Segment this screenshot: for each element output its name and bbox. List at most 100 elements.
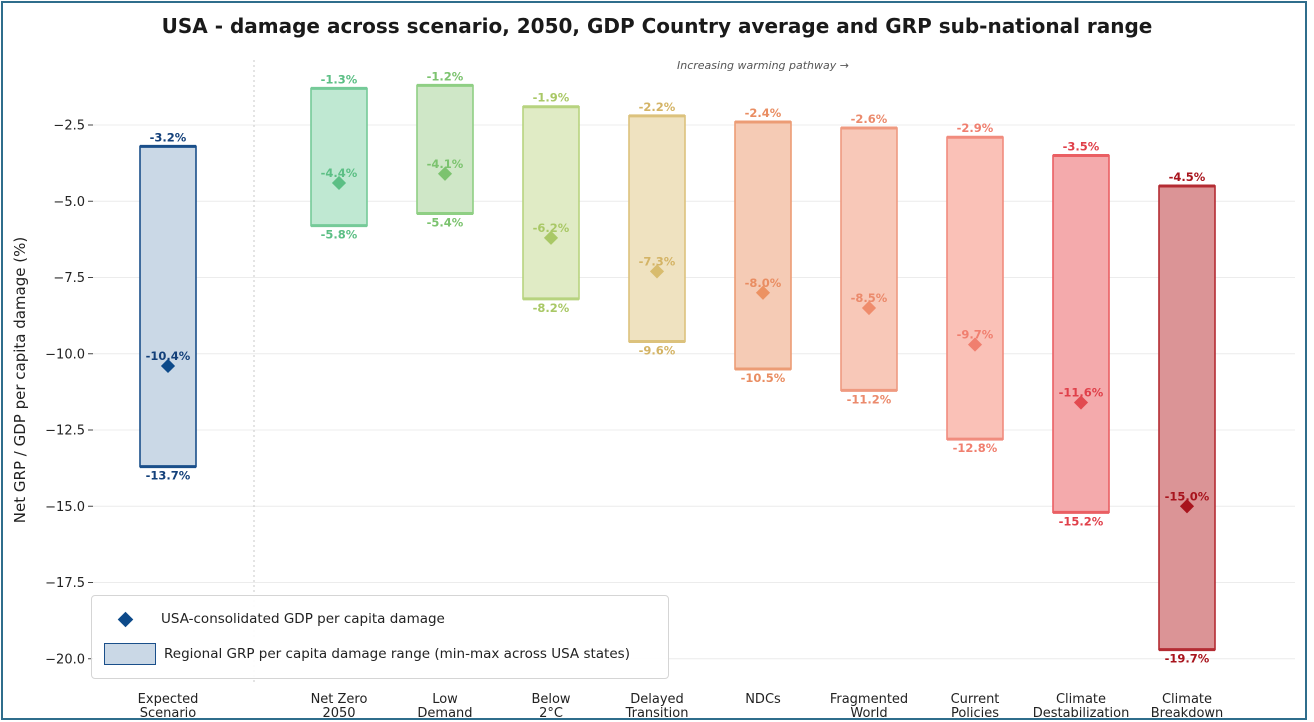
legend: USA-consolidated GDP per capita damage R… <box>91 595 669 679</box>
min-value-label: -12.8% <box>953 441 998 455</box>
y-axis-label: Net GRP / GDP per capita damage (%) <box>11 237 29 523</box>
min-value-label: -13.7% <box>146 469 191 483</box>
range-bar <box>840 127 898 392</box>
scenario-group: -2.4% -10.5% -8.0% <box>734 106 792 385</box>
warming-pathway-annotation: Increasing warming pathway → <box>677 59 849 72</box>
average-value-label: -8.5% <box>851 291 888 305</box>
average-value-label: -10.4% <box>146 349 191 363</box>
range-bar <box>734 121 792 370</box>
y-axis-ticks: −2.5 −5.0 −7.5 −10.0 −12.5 −15.0 −17.5 −20.0 <box>45 119 93 667</box>
category-label: Climate <box>1162 692 1212 707</box>
grid-lines <box>93 124 1295 660</box>
range-bar <box>628 115 686 343</box>
range-bar <box>416 84 474 215</box>
min-value-label: -11.2% <box>847 392 892 406</box>
max-value-label: -3.2% <box>150 130 187 144</box>
range-bar <box>310 87 368 227</box>
range-box-icon <box>104 643 156 665</box>
min-value-label: -10.5% <box>741 371 786 385</box>
category-label: Delayed <box>630 692 684 707</box>
category-label: Scenario <box>140 706 197 721</box>
average-diamond-marker <box>543 230 559 245</box>
y-tick-label: −20.0 <box>45 652 85 667</box>
average-value-label: -4.4% <box>321 166 358 180</box>
average-diamond-marker <box>1179 499 1195 514</box>
category-label: Fragmented <box>830 692 908 707</box>
y-tick-label: −17.5 <box>45 576 85 591</box>
legend-item-country-average: USA-consolidated GDP per capita damage <box>92 604 445 634</box>
max-value-label: -4.5% <box>1169 170 1206 184</box>
y-tick-label: −15.0 <box>45 500 85 515</box>
y-tick-label: −12.5 <box>45 424 85 439</box>
max-value-label: -1.3% <box>321 72 358 86</box>
category-label: Destabilization <box>1033 706 1130 721</box>
scenario-group: -2.2% -9.6% -7.3% <box>628 100 686 358</box>
average-value-label: -9.7% <box>957 328 994 342</box>
scenario-group: -3.5% -15.2% -11.6% <box>1052 140 1110 528</box>
average-diamond-marker <box>967 337 983 352</box>
average-value-label: -8.0% <box>745 276 782 290</box>
min-value-label: -15.2% <box>1059 514 1104 528</box>
max-value-label: -2.4% <box>745 106 782 120</box>
y-tick-label: −2.5 <box>53 119 85 134</box>
category-label: World <box>850 706 887 721</box>
scenario-group: -1.9% -8.2% -6.2% <box>522 91 580 315</box>
y-tick-label: −7.5 <box>53 271 85 286</box>
average-value-label: -11.6% <box>1059 386 1104 400</box>
average-diamond-marker <box>1073 395 1089 410</box>
category-label: Breakdown <box>1151 706 1224 721</box>
scenario-bars: -3.2% -13.7% -10.4% -1.3% -5.8% -4.4% -1.2% -5.… <box>139 69 1216 666</box>
range-bar <box>946 136 1004 440</box>
legend-item-regional-range: Regional GRP per capita damage range (mi… <box>92 639 630 669</box>
diamond-marker-icon <box>117 611 134 627</box>
y-tick-label: −5.0 <box>53 195 85 210</box>
chart-title: USA - damage across scenario, 2050, GDP … <box>161 14 1153 38</box>
average-diamond-marker <box>160 358 176 374</box>
max-value-label: -1.2% <box>427 69 464 83</box>
category-label: Expected <box>138 692 199 707</box>
scenario-group: -1.3% -5.8% -4.4% <box>310 72 368 242</box>
category-label: Climate <box>1056 692 1106 707</box>
min-value-label: -9.6% <box>639 344 676 358</box>
category-label: 2°C <box>539 706 563 721</box>
category-label: Below <box>531 692 570 707</box>
max-value-label: -3.5% <box>1063 140 1100 154</box>
category-label: NDCs <box>745 692 781 707</box>
category-label: 2050 <box>322 706 355 721</box>
average-diamond-marker <box>861 300 877 316</box>
category-label: Low <box>432 692 458 707</box>
max-value-label: -2.2% <box>639 100 676 114</box>
y-tick-label: −10.0 <box>45 347 85 362</box>
range-bar <box>139 145 197 468</box>
scenario-group: -2.6% -11.2% -8.5% <box>840 112 898 406</box>
max-value-label: -2.6% <box>851 112 888 126</box>
category-label: Current <box>951 692 1000 707</box>
range-bar <box>1158 185 1216 651</box>
scenario-group: -4.5% -19.7% -15.0% <box>1158 170 1216 666</box>
min-value-label: -5.8% <box>321 228 358 242</box>
scenario-group: -1.2% -5.4% -4.1% <box>416 69 474 229</box>
legend-label-country-average: USA-consolidated GDP per capita damage <box>161 611 445 627</box>
min-value-label: -19.7% <box>1165 652 1210 666</box>
category-label: Policies <box>951 706 999 721</box>
category-label: Demand <box>417 706 472 721</box>
category-label: Net Zero <box>311 692 368 707</box>
average-value-label: -4.1% <box>427 157 464 171</box>
average-value-label: -7.3% <box>639 254 676 268</box>
average-diamond-marker <box>649 264 665 279</box>
scenario-group: -3.2% -13.7% -10.4% <box>139 130 197 483</box>
average-diamond-marker <box>755 285 771 300</box>
category-label: Transition <box>625 706 689 721</box>
max-value-label: -2.9% <box>957 121 994 135</box>
average-diamond-marker <box>331 175 347 191</box>
min-value-label: -8.2% <box>533 301 570 315</box>
average-value-label: -6.2% <box>533 221 570 235</box>
range-bar <box>1052 154 1110 514</box>
min-value-label: -5.4% <box>427 215 464 229</box>
range-bar <box>522 105 580 300</box>
scenario-group: -2.9% -12.8% -9.7% <box>946 121 1004 455</box>
average-value-label: -15.0% <box>1165 489 1210 503</box>
